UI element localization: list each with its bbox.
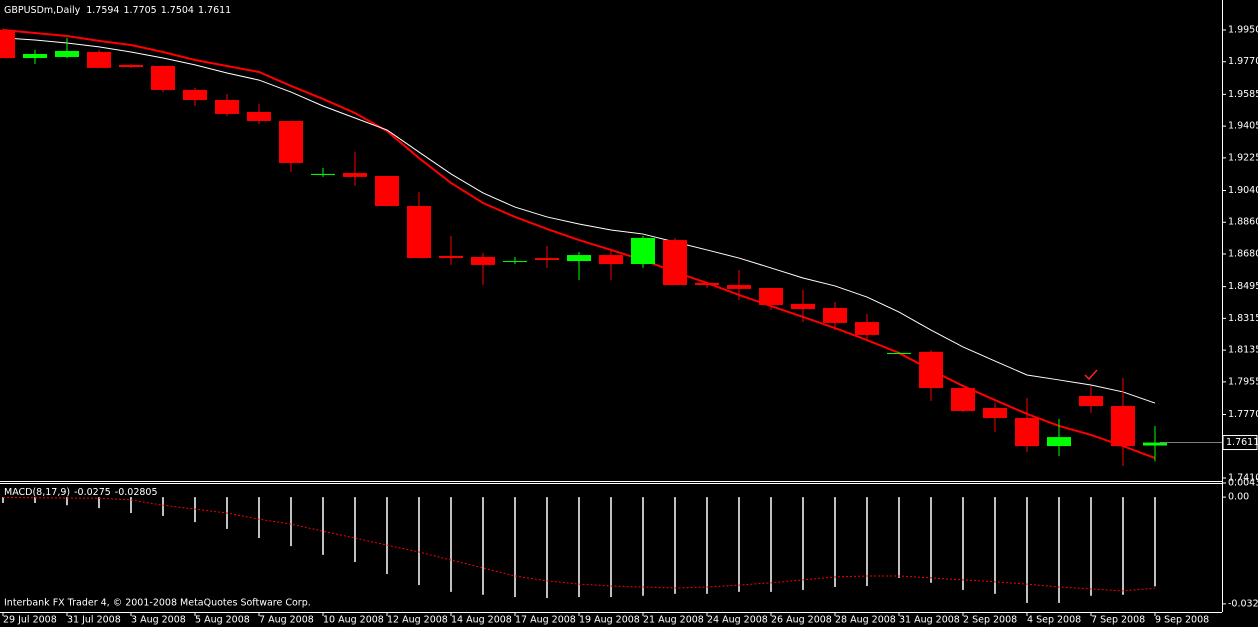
x-tick-label: 12 Aug 2008	[387, 615, 448, 626]
y-tick-label: 1.7410	[1228, 473, 1258, 484]
candle-body	[407, 206, 431, 259]
header-open: 1.7594	[86, 5, 119, 16]
price-box-label: 1.7611	[1226, 437, 1258, 448]
candle-body	[1079, 395, 1103, 407]
candle-body	[599, 255, 623, 265]
candle-body	[471, 256, 495, 265]
moving-average	[2, 28, 1156, 460]
candle-body	[727, 285, 751, 289]
header-low: 1.7504	[161, 5, 194, 16]
header-close: 1.7611	[198, 5, 231, 16]
signal-arrow	[1084, 369, 1098, 381]
y-tick-label: 1.8860	[1228, 217, 1258, 228]
candle-body	[855, 322, 879, 335]
x-tick-label: 19 Aug 2008	[579, 615, 640, 626]
macd-current: -0.0275	[74, 487, 111, 498]
y-tick-label: 1.9770	[1228, 56, 1258, 67]
candle-body	[375, 176, 399, 207]
y-tick-label: 1.7955	[1228, 376, 1258, 387]
x-tick-label: 9 Sep 2008	[1155, 615, 1209, 626]
candle-body	[567, 255, 591, 262]
candle-body	[823, 307, 847, 323]
x-tick-label: 31 Jul 2008	[67, 615, 121, 626]
candle-body	[1111, 406, 1135, 447]
candle-body	[535, 258, 559, 260]
candle-body	[439, 255, 463, 259]
x-tick-label: 14 Aug 2008	[451, 615, 512, 626]
candle-body	[183, 89, 207, 101]
chart-title: GBPUSDm,Daily	[4, 5, 81, 16]
candle-body	[151, 65, 175, 90]
x-tick-label: 17 Aug 2008	[515, 615, 576, 626]
candle-body	[55, 50, 79, 57]
y-tick-label: 1.8680	[1228, 248, 1258, 259]
y-tick-label: -0.0329	[1228, 598, 1258, 609]
y-tick-label: 1.9225	[1228, 152, 1258, 163]
candle-body	[983, 407, 1007, 419]
candle-body	[759, 288, 783, 305]
chart-header: GBPUSDm,Daily 1.7594 1.7705 1.7504 1.7611	[4, 5, 231, 16]
candle-body	[503, 261, 527, 263]
candle-body	[791, 303, 815, 310]
candle-body	[663, 240, 687, 286]
signal-current: -0.02805	[115, 487, 158, 498]
price-panel: 1.9950 1.9770 1.9585 1.9405 1.9225 1.9040 1.88…	[0, 24, 1258, 484]
candle-body	[695, 282, 719, 286]
candle-body	[951, 388, 975, 411]
x-tick-label: 5 Aug 2008	[195, 615, 250, 626]
candle-body	[919, 351, 943, 389]
x-tick-label: 4 Sep 2008	[1027, 615, 1081, 626]
x-tick-label: 29 Jul 2008	[3, 615, 57, 626]
x-tick-label: 7 Sep 2008	[1091, 615, 1145, 626]
candle-body	[1015, 418, 1039, 447]
candle-body	[1143, 442, 1167, 446]
candle-body	[119, 64, 143, 68]
candle-body	[87, 52, 111, 68]
price-box	[1222, 435, 1258, 451]
candle-body	[0, 29, 15, 59]
candle-body	[343, 173, 367, 177]
y-tick-label: 1.9585	[1228, 89, 1258, 100]
x-tick-label: 3 Aug 2008	[131, 615, 186, 626]
candle-body	[887, 352, 911, 355]
y-tick-label: 1.7770	[1228, 409, 1258, 420]
x-tick-label: 2 Sep 2008	[963, 615, 1017, 626]
moving-average	[2, 37, 1156, 404]
x-tick-label: 31 Aug 2008	[899, 615, 960, 626]
y-tick-label: 1.8495	[1228, 281, 1258, 292]
y-tick-label: 1.8135	[1228, 345, 1258, 356]
macd-panel: 0.00435 0.00 -0.0329	[2, 478, 1258, 609]
candle-body	[23, 53, 47, 59]
y-tick-label: 1.9950	[1228, 24, 1258, 35]
macd-header: MACD(8,17,9) -0.0275 -0.02805	[4, 487, 158, 498]
signal-line	[2, 496, 1156, 592]
candle-body	[215, 100, 239, 114]
candle-body	[1047, 437, 1071, 447]
x-tick-label: 26 Aug 2008	[771, 615, 832, 626]
x-tick-label: 21 Aug 2008	[643, 615, 704, 626]
macd-title: MACD(8,17,9)	[4, 487, 70, 498]
y-tick-label: 1.8315	[1228, 313, 1258, 324]
y-tick-label: 1.9040	[1228, 185, 1258, 196]
footer: Interbank FX Trader 4, © 2001-2008 MetaQ…	[4, 598, 311, 609]
y-tick-label: 0.00	[1228, 492, 1249, 503]
header-high: 1.7705	[123, 5, 156, 16]
x-tick-label: 10 Aug 2008	[323, 615, 384, 626]
candle-body	[247, 112, 271, 121]
candle-body	[279, 120, 303, 163]
x-tick-label: 28 Aug 2008	[835, 615, 896, 626]
x-tick-label: 7 Aug 2008	[259, 615, 314, 626]
y-tick-label: 0.00435	[1228, 478, 1258, 489]
y-tick-label: 1.9405	[1228, 121, 1258, 132]
candle-body	[311, 173, 335, 175]
candle-body	[631, 237, 655, 265]
x-tick-label: 24 Aug 2008	[707, 615, 768, 626]
